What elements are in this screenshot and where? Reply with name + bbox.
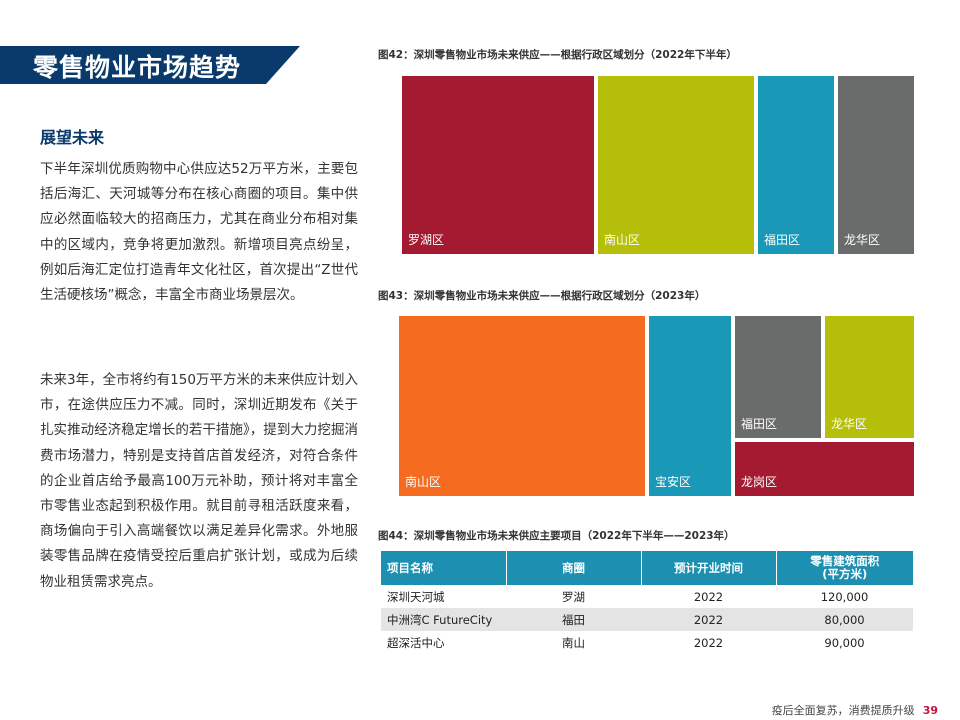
- treemap-cell-longgang: 龙岗区: [733, 440, 916, 498]
- cell-opening-time: 2022: [641, 608, 776, 631]
- cell-opening-time: 2022: [693, 589, 724, 604]
- cell-label: 福田区: [764, 233, 801, 247]
- figure-42-title: 图42：深圳零售物业市场未来供应——根据行政区域划分（2022年下半年）: [378, 49, 737, 61]
- figure-43-title: 图43：深圳零售物业市场未来供应——根据行政区域划分（2023年）: [378, 290, 706, 302]
- cell-label: 宝安区: [655, 475, 692, 489]
- footer-text: 疫后全面复苏，消费提质升级: [771, 704, 915, 717]
- projects-table: 项目名称 商圈 预计开业时间 零售建筑面积 (平方米) 深圳天河城 罗湖 202…: [381, 551, 913, 654]
- table-row: 超深活中心 南山 2022 90,000: [381, 631, 913, 654]
- cell-project-name: 超深活中心: [387, 635, 445, 650]
- section-heading: 展望未来: [40, 128, 105, 147]
- cell-label: 南山区: [405, 475, 442, 489]
- cell-district: 南山: [562, 635, 585, 650]
- cell-label: 龙华区: [844, 233, 881, 247]
- header-opening-time: 预计开业时间: [641, 551, 777, 585]
- cell-label: 福田区: [741, 417, 778, 431]
- figure-44-title: 图44：深圳零售物业市场未来供应主要项目（2022年下半年——2023年）: [378, 530, 735, 542]
- header-district: 商圈: [506, 551, 642, 585]
- table-row: 中洲湾C FutureCity 福田 2022 80,000: [381, 608, 913, 631]
- table-row: 深圳天河城 罗湖 2022 120,000: [381, 585, 913, 608]
- paragraph-1: 下半年深圳优质购物中心供应达52万平方米，主要包括后海汇、天河城等分布在核心商圈…: [40, 161, 358, 304]
- treemap-cell-nanshan: 南山区: [596, 74, 756, 256]
- treemap-cell-futian: 福田区: [733, 314, 823, 440]
- header-project-name: 项目名称: [381, 551, 507, 585]
- cell-label: 南山区: [604, 233, 641, 247]
- cell-label: 龙岗区: [741, 475, 778, 489]
- cell-project-name: 中洲湾C FutureCity: [381, 608, 506, 631]
- treemap-2023: 南山区 宝安区 福田区 龙华区 龙岗区: [397, 314, 916, 498]
- cell-label: 罗湖区: [408, 233, 445, 247]
- cell-opening-time: 2022: [693, 635, 724, 650]
- page-title: 零售物业市场趋势: [33, 53, 242, 82]
- banner-shape: [0, 46, 300, 84]
- page-footer: 疫后全面复苏，消费提质升级 39: [772, 702, 938, 718]
- cell-project-name: 深圳天河城: [387, 589, 445, 604]
- paragraph-2: 未来3年，全市将约有150万平方米的未来供应计划入市，在途供应压力不减。同时，深…: [40, 372, 358, 590]
- cell-retail-area: 80,000: [776, 608, 913, 631]
- page-number: 39: [922, 704, 938, 717]
- cell-label: 龙华区: [831, 417, 868, 431]
- cell-district: 福田: [506, 608, 641, 631]
- treemap-cell-futian: 福田区: [756, 74, 836, 256]
- header-retail-area: 零售建筑面积 (平方米): [776, 551, 913, 585]
- treemap-2022h2: 罗湖区 南山区 福田区 龙华区: [400, 74, 916, 256]
- cell-retail-area: 90,000: [824, 635, 865, 650]
- treemap-cell-luohu: 罗湖区: [400, 74, 596, 256]
- cell-district: 罗湖: [562, 589, 585, 604]
- treemap-cell-nanshan: 南山区: [397, 314, 647, 498]
- title-banner: 零售物业市场趋势: [0, 46, 300, 84]
- treemap-cell-longhua: 龙华区: [836, 74, 916, 256]
- cell-retail-area: 120,000: [820, 589, 869, 604]
- treemap-cell-longhua: 龙华区: [823, 314, 916, 440]
- treemap-cell-baoan: 宝安区: [647, 314, 733, 498]
- table-header-row: 项目名称 商圈 预计开业时间 零售建筑面积 (平方米): [381, 551, 913, 585]
